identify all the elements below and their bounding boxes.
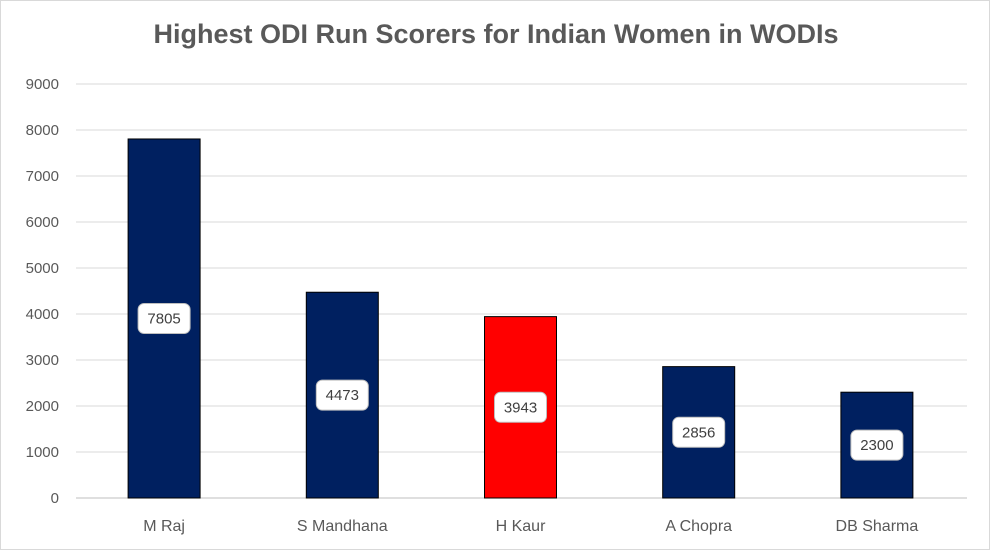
data-label: 2300: [860, 437, 893, 454]
data-label-box: [137, 302, 191, 334]
x-category-label: A Chopra: [665, 518, 732, 535]
y-tick-label: 5000: [26, 260, 59, 277]
bars: [127, 138, 914, 499]
data-label-box: [494, 391, 547, 423]
data-label: 2856: [682, 424, 715, 441]
x-category-label: S Mandhana: [297, 518, 388, 535]
y-tick-label: 3000: [26, 352, 59, 369]
data-label-box: [315, 379, 369, 411]
data-labels: 7805 4473 3943 2856 2300: [137, 302, 904, 461]
y-tick-label: 1000: [26, 444, 59, 461]
x-category-label: DB Sharma: [836, 518, 919, 535]
chart-title: Highest ODI Run Scorers for Indian Women…: [153, 19, 839, 49]
data-label: 3943: [504, 399, 537, 416]
data-label: 4473: [326, 387, 359, 404]
x-category-label: H Kaur: [496, 518, 546, 535]
x-category-label: M Raj: [143, 518, 185, 535]
x-axis-categories: M Raj S Mandhana H Kaur A Chopra DB Sharma: [143, 518, 918, 535]
y-tick-label: 4000: [26, 306, 59, 323]
y-tick-label: 9000: [26, 76, 59, 93]
y-tick-label: 0: [51, 490, 59, 507]
y-tick-label: 8000: [26, 122, 59, 139]
y-axis-ticks: 0 1000 2000 3000 4000 5000 6000 7000 8000 9000: [26, 76, 59, 507]
y-tick-label: 7000: [26, 168, 59, 185]
data-label-box: [850, 429, 904, 461]
data-label-box: [672, 416, 726, 448]
y-tick-label: 2000: [26, 398, 59, 415]
y-tick-label: 6000: [26, 214, 59, 231]
data-label: 7805: [147, 310, 180, 327]
